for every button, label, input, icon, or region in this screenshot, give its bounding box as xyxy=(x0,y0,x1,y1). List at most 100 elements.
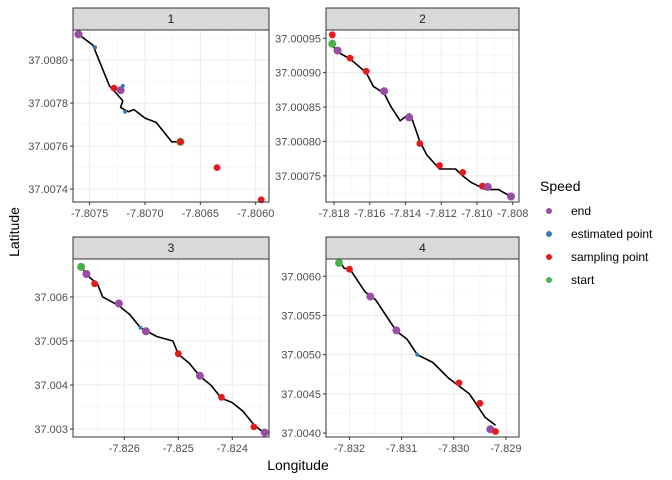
start-marker xyxy=(335,258,343,267)
y-tick-label: 37.0055 xyxy=(281,310,321,322)
start-marker xyxy=(328,39,337,48)
y-tick-label: 37.006 xyxy=(34,292,68,304)
y-tick-label: 37.00080 xyxy=(275,136,321,148)
legend-key xyxy=(546,231,552,237)
x-tick-label: -7.818 xyxy=(318,208,349,220)
x-tick-label: -7.825 xyxy=(163,443,194,455)
estimated-point-marker xyxy=(123,109,127,114)
track-line xyxy=(80,265,266,435)
panel-2: 2 -7.818 -7.816 -7.814 -7.812 -7.810 -7.808 37.… xyxy=(275,7,528,220)
end-marker xyxy=(483,182,492,191)
sampling-point-marker xyxy=(455,379,463,387)
y-tick-label: 37.00095 xyxy=(275,33,321,45)
facet-strip-label: 1 xyxy=(168,12,175,26)
y-tick-label: 37.0076 xyxy=(28,141,68,153)
facet-strip-label: 4 xyxy=(419,241,426,255)
x-tick-label: -7.814 xyxy=(390,208,421,220)
sampling-point-marker xyxy=(492,428,499,435)
start-marker xyxy=(77,262,86,271)
panel-3: 3 -7.826 -7.825 -7.824 37.003 37.004 37.005 37.… xyxy=(34,236,270,455)
end-marker xyxy=(82,270,91,278)
legend: Speed end estimated point sampling point st… xyxy=(540,178,653,287)
y-tick-label: 37.004 xyxy=(34,380,68,392)
panel-background xyxy=(73,30,269,202)
end-marker xyxy=(333,46,342,55)
panel-border xyxy=(72,258,270,438)
track-line xyxy=(78,33,181,143)
y-tick-label: 37.0045 xyxy=(281,389,321,401)
panel-4: 4 -7.832 -7.831 -7.830 -7.829 37.0040 37.0045 3… xyxy=(281,236,522,455)
sampling-point-marker xyxy=(213,164,221,172)
sampling-point-marker xyxy=(91,280,98,288)
y-tick-label: 37.00090 xyxy=(275,68,321,80)
track-line xyxy=(338,260,496,426)
x-tick-label: -7.8070 xyxy=(126,208,163,220)
x-tick-label: -7.8060 xyxy=(237,208,274,220)
x-tick-label: -7.832 xyxy=(334,443,365,455)
sampling-point-marker xyxy=(476,399,484,407)
estimated-point-marker xyxy=(93,45,98,50)
panel-background xyxy=(326,259,519,437)
end-marker xyxy=(74,30,83,39)
y-tick-label: 37.0040 xyxy=(281,428,321,440)
legend-label: start xyxy=(571,273,595,287)
facet-strip-label: 3 xyxy=(168,241,175,255)
estimated-point-marker xyxy=(120,83,125,88)
sampling-point-marker xyxy=(346,265,353,273)
y-tick-label: 37.0074 xyxy=(28,184,68,196)
sampling-point-marker xyxy=(459,169,467,176)
x-axis-title: Longitude xyxy=(267,457,329,473)
sampling-point-marker xyxy=(174,350,182,358)
sampling-point-marker xyxy=(218,393,225,401)
end-marker xyxy=(195,371,204,380)
x-tick-label: -7.8075 xyxy=(71,208,108,220)
x-tick-label: -7.812 xyxy=(426,208,457,220)
legend-key xyxy=(546,277,552,283)
x-tick-label: -7.816 xyxy=(354,208,385,220)
legend-label: sampling point xyxy=(571,250,649,264)
legend-key xyxy=(546,208,552,214)
y-tick-label: 37.00085 xyxy=(275,102,321,114)
facet-strip-label: 2 xyxy=(419,12,426,26)
y-tick-label: 37.0050 xyxy=(281,350,321,362)
legend-entry: sampling point xyxy=(546,250,649,264)
y-tick-label: 37.0080 xyxy=(28,55,68,67)
sampling-point-marker xyxy=(436,162,443,169)
end-marker xyxy=(380,87,389,96)
panel-border xyxy=(325,258,520,438)
legend-key xyxy=(546,254,552,260)
x-tick-label: -7.808 xyxy=(497,208,528,220)
sampling-point-marker xyxy=(177,138,184,146)
end-marker xyxy=(366,292,375,301)
estimated-point-marker xyxy=(415,352,420,357)
x-tick-label: -7.830 xyxy=(438,443,469,455)
estimated-point-marker xyxy=(138,325,143,330)
panel-border xyxy=(325,29,520,203)
sampling-point-marker xyxy=(346,54,354,62)
end-marker xyxy=(260,428,269,437)
y-tick-label: 37.005 xyxy=(34,336,68,348)
x-tick-label: -7.8065 xyxy=(182,208,219,220)
sampling-point-marker xyxy=(362,67,370,75)
panels-layer: 1 -7.8075 -7.8070 -7.8065 -7.8060 37.0074 37.0… xyxy=(28,7,528,455)
panel-background xyxy=(73,259,269,437)
y-tick-label: 37.0060 xyxy=(281,271,321,283)
end-marker xyxy=(507,192,515,201)
y-axis-title: Latitude xyxy=(6,207,22,257)
end-marker xyxy=(405,113,414,122)
end-marker xyxy=(114,299,123,308)
sampling-point-marker xyxy=(250,423,258,431)
panel-border xyxy=(72,29,270,203)
panel-background xyxy=(326,30,519,202)
y-tick-label: 37.0078 xyxy=(28,98,68,110)
legend-label: estimated point xyxy=(571,227,653,241)
y-tick-label: 37.00075 xyxy=(275,171,321,183)
y-tick-label: 37.003 xyxy=(34,424,68,436)
end-marker xyxy=(141,327,150,336)
x-tick-label: -7.810 xyxy=(461,208,492,220)
end-marker xyxy=(116,86,125,95)
panel-1: 1 -7.8075 -7.8070 -7.8065 -7.8060 37.0074 37.0… xyxy=(28,7,274,220)
legend-entry: estimated point xyxy=(546,227,653,241)
sampling-point-marker xyxy=(328,31,336,39)
